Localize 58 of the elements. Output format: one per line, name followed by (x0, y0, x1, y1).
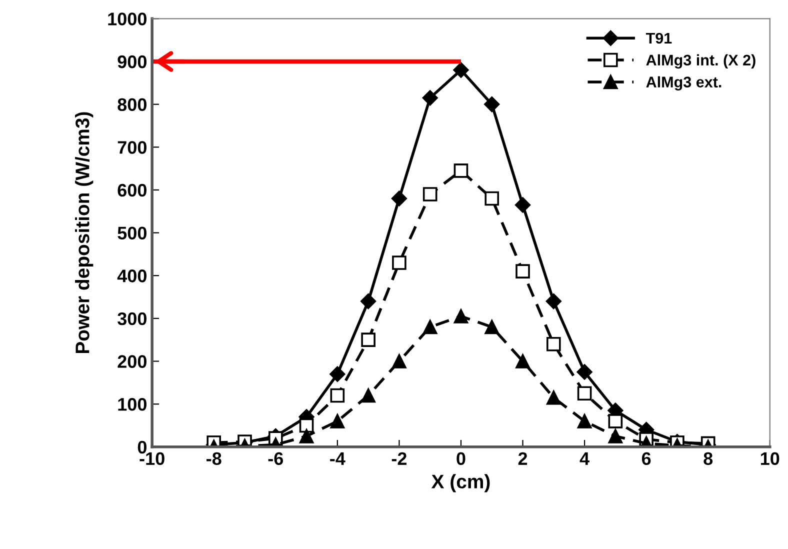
legend-label: T91 (646, 32, 672, 44)
point (516, 264, 530, 278)
point (514, 197, 531, 213)
y-tick-label: 100 (118, 398, 146, 411)
x-tick-label: -10 (140, 452, 164, 466)
point (330, 366, 346, 382)
y-tick-label: 700 (118, 141, 146, 154)
x-tick-label: -6 (268, 452, 284, 466)
x-tick-label: 2 (518, 452, 528, 465)
y-tick-label: 600 (118, 184, 146, 197)
point (392, 256, 406, 270)
point (484, 96, 500, 112)
x-tick-label: 10 (760, 452, 780, 466)
point (516, 354, 530, 368)
x-tick-label: 6 (642, 452, 651, 466)
point (299, 418, 314, 433)
point (546, 294, 562, 310)
point (330, 414, 345, 428)
point (546, 336, 561, 352)
point (608, 429, 623, 444)
x-tick-label: -8 (206, 452, 222, 466)
point (484, 191, 500, 206)
x-tick-label: 0 (456, 452, 466, 466)
point (422, 90, 438, 106)
point (546, 390, 561, 405)
y-tick-label: 300 (118, 312, 146, 326)
y-tick-label: 900 (118, 55, 146, 68)
y-tick-label: 400 (117, 270, 146, 282)
x-tick-label: -4 (330, 452, 346, 465)
y-tick-label: 1000 (108, 12, 146, 26)
point (453, 62, 469, 78)
legend-label: AlMg3 int. (X 2) (646, 54, 756, 69)
point (360, 294, 376, 310)
y-axis-title: Power deposition (W/cm3) (75, 112, 94, 354)
point (454, 164, 468, 178)
y-tick-label: 800 (118, 98, 146, 112)
x-tick-label: -2 (392, 452, 407, 465)
y-tick-label: 200 (118, 355, 146, 368)
point (576, 364, 592, 380)
x-tick-label: 8 (704, 452, 713, 466)
legend-label: AlMg3 ext. (646, 76, 722, 91)
point (454, 309, 468, 324)
point (361, 332, 376, 347)
point (422, 187, 438, 202)
point (422, 320, 438, 334)
point (608, 414, 623, 428)
point (391, 190, 407, 206)
point (577, 414, 592, 428)
y-tick-label: 0 (138, 440, 146, 454)
x-tick-label: 4 (580, 452, 590, 465)
point (330, 388, 345, 403)
point (484, 320, 500, 334)
y-tick-label: 500 (118, 226, 146, 240)
point (577, 386, 592, 401)
point (392, 354, 406, 368)
point (299, 429, 314, 444)
x-axis-title: X (cm) (431, 474, 490, 492)
point (361, 388, 376, 403)
